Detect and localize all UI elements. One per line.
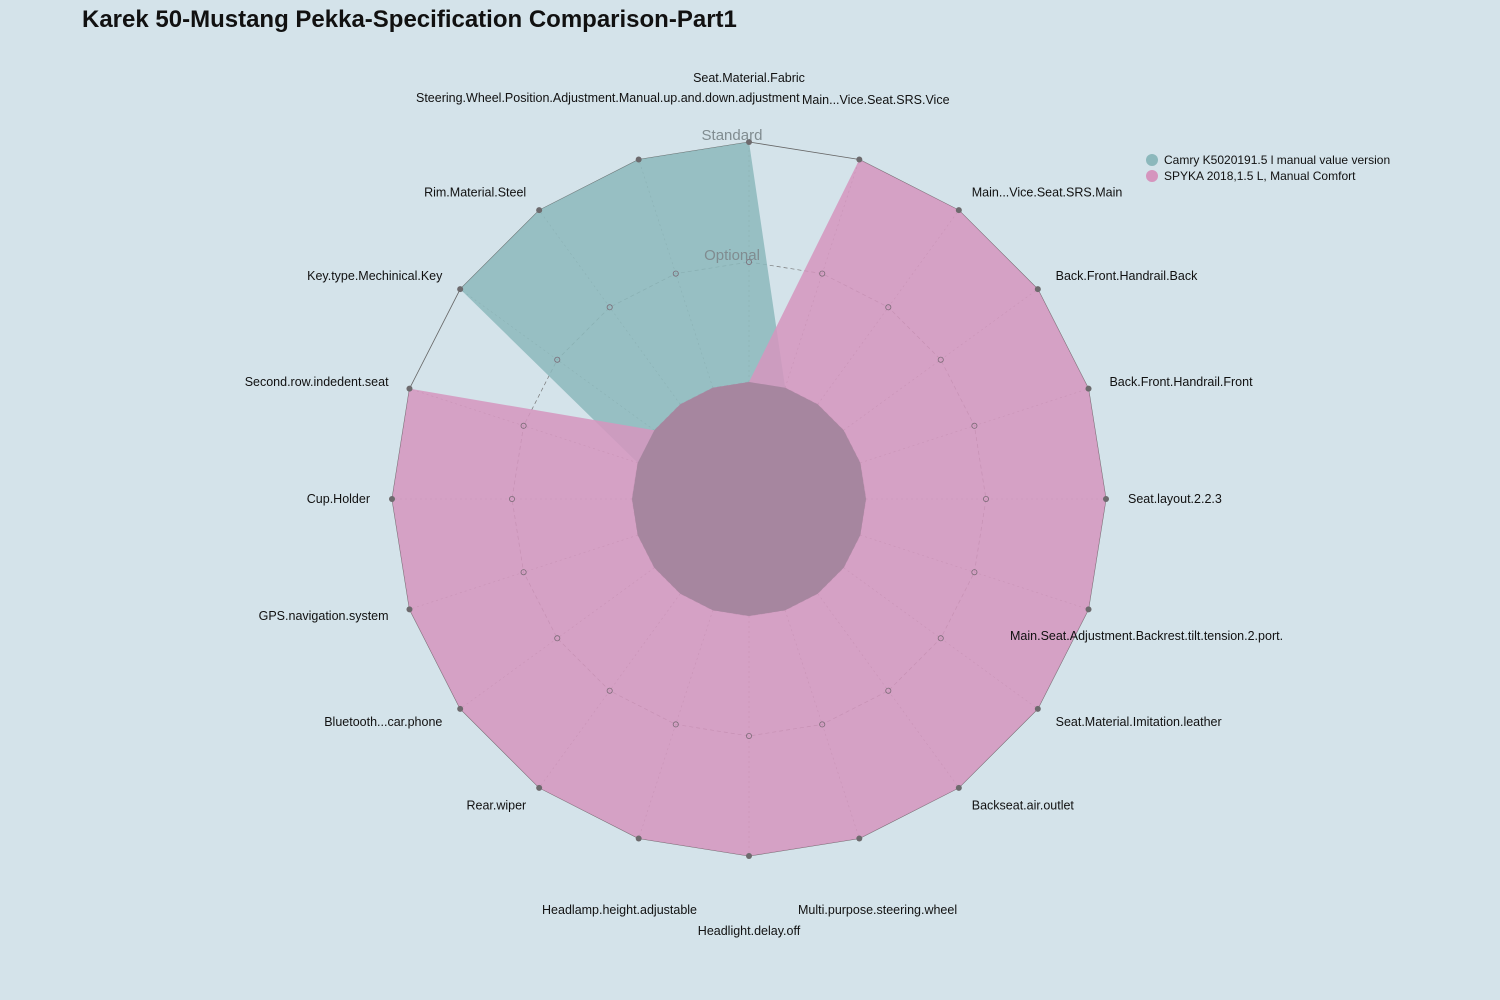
- mid-ring-marker-16: [520, 422, 527, 429]
- level-label-standard: Standard: [702, 127, 763, 144]
- mid-ring-marker-11: [672, 721, 679, 728]
- data-point-9: [856, 835, 863, 842]
- data-point-2: [955, 207, 962, 214]
- mid-ring-marker-18: [606, 304, 613, 311]
- axis-label-6: Main.Seat.Adjustment.Backrest.tilt.tensi…: [1010, 629, 1283, 643]
- data-point-6: [1085, 606, 1092, 613]
- data-point-13: [457, 705, 464, 712]
- axis-label-2: Main...Vice.Seat.SRS.Main: [972, 185, 1123, 199]
- axis-label-15: Cup.Holder: [307, 492, 370, 506]
- axis-label-12: Rear.wiper: [466, 799, 526, 813]
- axis-label-14: GPS.navigation.system: [259, 609, 389, 623]
- mid-ring-marker-19: [672, 270, 679, 277]
- data-point-1: [856, 156, 863, 163]
- mid-ring-marker-4: [971, 422, 978, 429]
- data-point-16: [406, 385, 413, 392]
- data-point-0: [746, 139, 752, 145]
- axis-label-5: Seat.layout.2.2.3: [1128, 492, 1222, 506]
- axis-label-4: Back.Front.Handrail.Front: [1109, 375, 1253, 389]
- legend-swatch-spyka: [1146, 170, 1158, 182]
- mid-ring-marker-8: [885, 687, 892, 694]
- axis-label-13: Bluetooth...car.phone: [324, 715, 442, 729]
- data-point-12: [536, 784, 543, 791]
- axis-label-10: Headlight.delay.off: [698, 924, 801, 938]
- axis-label-18: Rim.Material.Steel: [424, 185, 526, 199]
- mid-ring-marker-6: [971, 569, 978, 576]
- data-point-10: [746, 853, 752, 859]
- data-point-19: [635, 156, 642, 163]
- mid-ring-marker-13: [554, 635, 561, 642]
- data-point-18: [536, 207, 543, 214]
- chart-title: Karek 50-Mustang Pekka-Specification Com…: [82, 6, 737, 33]
- axis-label-1: Main...Vice.Seat.SRS.Vice: [802, 93, 950, 107]
- mid-ring-marker-9: [819, 721, 826, 728]
- legend: Camry K5020191.5 l manual value version …: [1146, 152, 1390, 184]
- axis-label-17: Key.type.Mechinical.Key: [307, 269, 443, 283]
- mid-ring-marker-1: [819, 270, 826, 277]
- axis-label-0: Seat.Material.Fabric: [693, 71, 805, 85]
- data-point-7: [1034, 705, 1041, 712]
- data-point-8: [955, 784, 962, 791]
- axis-label-19: Steering.Wheel.Position.Adjustment.Manua…: [416, 91, 800, 105]
- legend-swatch-camry: [1146, 154, 1158, 166]
- mid-ring-marker-7: [937, 635, 944, 642]
- data-point-11: [635, 835, 642, 842]
- data-point-4: [1085, 385, 1092, 392]
- axis-label-7: Seat.Material.Imitation.leather: [1056, 715, 1222, 729]
- mid-ring-marker-2: [885, 304, 892, 311]
- data-point-15: [389, 496, 395, 502]
- axis-label-11: Headlamp.height.adjustable: [542, 903, 697, 917]
- legend-item-spyka: SPYKA 2018,1.5 L, Manual Comfort: [1146, 168, 1390, 184]
- mid-ring-marker-17: [554, 356, 561, 363]
- mid-ring-marker-3: [937, 356, 944, 363]
- legend-item-camry: Camry K5020191.5 l manual value version: [1146, 152, 1390, 168]
- mid-ring-marker-12: [606, 687, 613, 694]
- data-point-14: [406, 606, 413, 613]
- data-point-5: [1103, 496, 1109, 502]
- mid-ring-marker-10: [746, 733, 753, 740]
- mid-ring-marker-14: [520, 569, 527, 576]
- radar-center: [632, 382, 866, 616]
- axis-label-16: Second.row.indedent.seat: [245, 375, 389, 389]
- axis-label-3: Back.Front.Handrail.Back: [1056, 269, 1198, 283]
- mid-ring-marker-15: [508, 495, 515, 502]
- legend-label-spyka: SPYKA 2018,1.5 L, Manual Comfort: [1164, 169, 1356, 183]
- data-point-17: [457, 286, 464, 293]
- mid-ring-marker-5: [983, 495, 990, 502]
- data-point-3: [1034, 286, 1041, 293]
- legend-label-camry: Camry K5020191.5 l manual value version: [1164, 153, 1391, 167]
- axis-label-9: Multi.purpose.steering.wheel: [798, 903, 957, 917]
- level-label-optional: Optional: [704, 247, 760, 264]
- axis-label-8: Backseat.air.outlet: [972, 799, 1075, 813]
- mid-ring-marker-0: [746, 258, 753, 265]
